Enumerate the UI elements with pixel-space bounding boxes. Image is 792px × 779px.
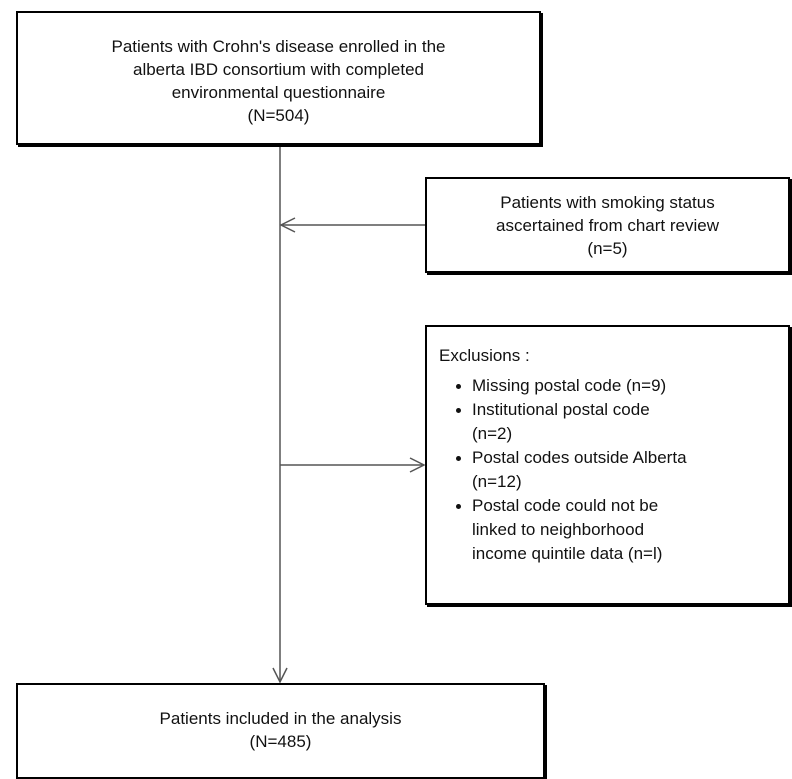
item-text: linked to neighborhood <box>472 520 645 539</box>
enrolled-box: Patients with Crohn's disease enrolled i… <box>16 11 541 145</box>
exclusion-arrowhead <box>409 457 426 473</box>
box-text: Patients with Crohn's disease enrolled i… <box>111 37 446 56</box>
box-text: environmental questionnaire <box>171 83 386 102</box>
main-arrowhead <box>272 667 288 684</box>
item-text: Missing postal code (n=9) <box>472 376 667 395</box>
item-text: Postal codes outside Alberta <box>472 448 687 467</box>
item-text: Institutional postal code <box>472 400 650 419</box>
included-box: Patients included in the analysis (N=485… <box>16 683 545 779</box>
box-text: (n=5) <box>587 239 628 258</box>
box-text: Patients with smoking status <box>500 193 715 212</box>
box-text: (N=485) <box>249 732 312 751</box>
item-text: (n=12) <box>472 472 522 491</box>
exclusion-item: Institutional postal code (n=2) <box>456 398 650 446</box>
item-text: Postal code could not be <box>472 496 659 515</box>
box-text: ascertained from chart review <box>496 216 719 235</box>
exclusion-item: Postal code could not be linked to neigh… <box>456 494 663 566</box>
item-text: income quintile data (n=l) <box>472 544 663 563</box>
box-text: alberta IBD consortium with completed <box>132 60 425 79</box>
exclusion-item: Postal codes outside Alberta (n=12) <box>456 446 687 494</box>
exclusions-title: Exclusions : <box>439 346 530 365</box>
box-text: (N=504) <box>247 106 310 125</box>
side-arrowhead <box>279 217 296 233</box>
chart-review-box: Patients with smoking status ascertained… <box>425 177 790 273</box>
exclusion-item: Missing postal code (n=9) <box>456 374 667 398</box>
exclusions-box: Exclusions : Missing postal code (n=9) I… <box>425 325 790 605</box>
box-text: Patients included in the analysis <box>159 709 402 728</box>
item-text: (n=2) <box>472 424 513 443</box>
